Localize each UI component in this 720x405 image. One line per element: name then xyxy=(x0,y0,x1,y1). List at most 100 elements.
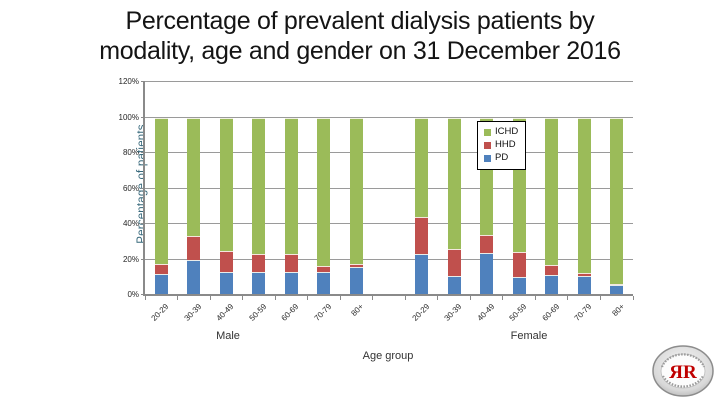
x-tick-label: 70-79 xyxy=(572,302,594,323)
bar-segment-ichd xyxy=(284,117,298,255)
legend-label-ichd: ICHD xyxy=(495,126,519,137)
legend: ICHD HHD PD xyxy=(477,121,527,170)
x-tick-label: 30-39 xyxy=(442,302,464,323)
bar-segment-pd xyxy=(577,276,591,295)
gridline xyxy=(145,116,633,118)
gridline xyxy=(145,258,633,260)
plot-area: Percentage of patients ICHD HHD PD 0% 20%… xyxy=(119,77,634,323)
logo-monogram: ЯR xyxy=(669,362,697,383)
gridline xyxy=(145,152,633,153)
x-axis-tick xyxy=(242,296,244,300)
x-axis-tick xyxy=(177,296,179,300)
bar-segment-ichd xyxy=(415,117,429,217)
x-axis-tick xyxy=(274,296,276,300)
logo-top-arc-text xyxy=(660,353,706,368)
y-axis-line xyxy=(143,82,145,296)
x-axis-tick xyxy=(599,296,601,300)
chart-title-line2: modality, age and gender on 31 December … xyxy=(99,37,621,65)
legend-item-pd: PD xyxy=(484,152,518,164)
bar-segment-pd xyxy=(610,285,624,295)
x-axis-title: Age group xyxy=(362,350,414,362)
bar-segment-ichd xyxy=(349,117,363,264)
bar-segment-pd xyxy=(219,271,233,295)
legend-item-ichd: ICHD xyxy=(484,126,518,138)
bar-segment-hhd xyxy=(252,254,266,272)
y-axis-tick xyxy=(141,81,145,82)
bar-segment-hhd xyxy=(480,234,494,254)
x-axis-tick xyxy=(437,296,439,300)
x-axis-tick xyxy=(307,296,309,300)
bar-segment-hhd xyxy=(187,235,201,261)
x-tick-label: 60-69 xyxy=(279,302,301,323)
bar-segment-pd xyxy=(447,276,461,295)
chart-title: Percentage of prevalent dialysis patient… xyxy=(40,6,680,66)
x-tick-label: 20-29 xyxy=(149,302,171,323)
y-tick-label: 0% xyxy=(127,290,139,299)
bar-segment-ichd xyxy=(219,117,233,251)
chart-title-line1: Percentage of prevalent dialysis patient… xyxy=(125,7,595,35)
x-tick-label: 80+ xyxy=(349,302,366,318)
x-axis-tick xyxy=(404,296,406,300)
gridline xyxy=(145,223,633,224)
x-axis-tick xyxy=(534,296,536,300)
bar-segment-hhd xyxy=(512,251,526,278)
bar-segment-ichd xyxy=(447,117,461,249)
bar-segment-ichd xyxy=(187,117,201,236)
x-axis-tick xyxy=(469,296,471,300)
bar-segment-pd xyxy=(480,253,494,295)
bar-segment-ichd xyxy=(545,117,559,265)
group-label-male: Male xyxy=(216,330,240,342)
bar-segment-pd xyxy=(284,271,298,295)
y-tick-label: 100% xyxy=(118,112,139,122)
bar-segment-pd xyxy=(187,260,201,295)
bar-segment-hhd xyxy=(610,284,624,286)
y-tick-label: 80% xyxy=(122,148,139,157)
bar-segment-hhd xyxy=(447,248,461,277)
x-axis-line xyxy=(143,294,633,296)
legend-swatch-pd xyxy=(484,154,491,162)
logo-inner-ellipse xyxy=(660,353,706,389)
logo-bottom-arc-text xyxy=(662,375,704,388)
x-axis-tick xyxy=(567,296,569,300)
bar-segment-pd xyxy=(252,271,266,295)
bar-segment-pd xyxy=(545,274,559,295)
x-tick-label: 70-79 xyxy=(312,302,334,323)
y-tick-label: 120% xyxy=(118,77,139,86)
bar-segment-hhd xyxy=(545,264,559,275)
renal-registry-logo: ЯR xyxy=(652,345,714,397)
gridline xyxy=(145,81,633,82)
bar-segment-ichd xyxy=(577,117,591,273)
legend-label-hhd: HHD xyxy=(495,139,516,150)
bar-segment-hhd xyxy=(154,263,168,274)
bar-segment-pd xyxy=(349,267,363,295)
gridline xyxy=(145,187,633,189)
bar-segment-hhd xyxy=(349,263,363,268)
x-axis-tick xyxy=(502,296,504,300)
bar-segment-hhd xyxy=(577,272,591,277)
bar-segment-hhd xyxy=(219,250,233,272)
bar-segment-hhd xyxy=(415,216,429,255)
x-axis-tick xyxy=(372,296,374,300)
bar-segment-ichd xyxy=(154,117,168,264)
x-tick-label: 80+ xyxy=(610,302,627,318)
x-axis-tick xyxy=(632,296,634,300)
x-tick-label: 20-29 xyxy=(410,302,431,323)
bar-segment-ichd xyxy=(610,117,624,285)
bar-segment-hhd xyxy=(317,265,331,272)
legend-item-hhd: HHD xyxy=(484,139,518,151)
x-axis-tick xyxy=(144,296,146,300)
x-axis-tick xyxy=(339,296,341,300)
legend-swatch-ichd xyxy=(484,128,491,136)
bar-segment-hhd xyxy=(284,254,298,272)
y-tick-label: 60% xyxy=(122,183,139,193)
bar-segment-ichd xyxy=(252,117,266,255)
bar-segment-pd xyxy=(317,271,331,295)
legend-swatch-hhd xyxy=(484,141,491,149)
x-axis-tick xyxy=(209,296,211,300)
legend-label-pd: PD xyxy=(495,152,509,163)
y-tick-label: 40% xyxy=(122,219,139,228)
bar-segment-pd xyxy=(512,277,526,295)
y-tick-label: 20% xyxy=(122,254,139,264)
bar-segment-ichd xyxy=(317,117,331,266)
